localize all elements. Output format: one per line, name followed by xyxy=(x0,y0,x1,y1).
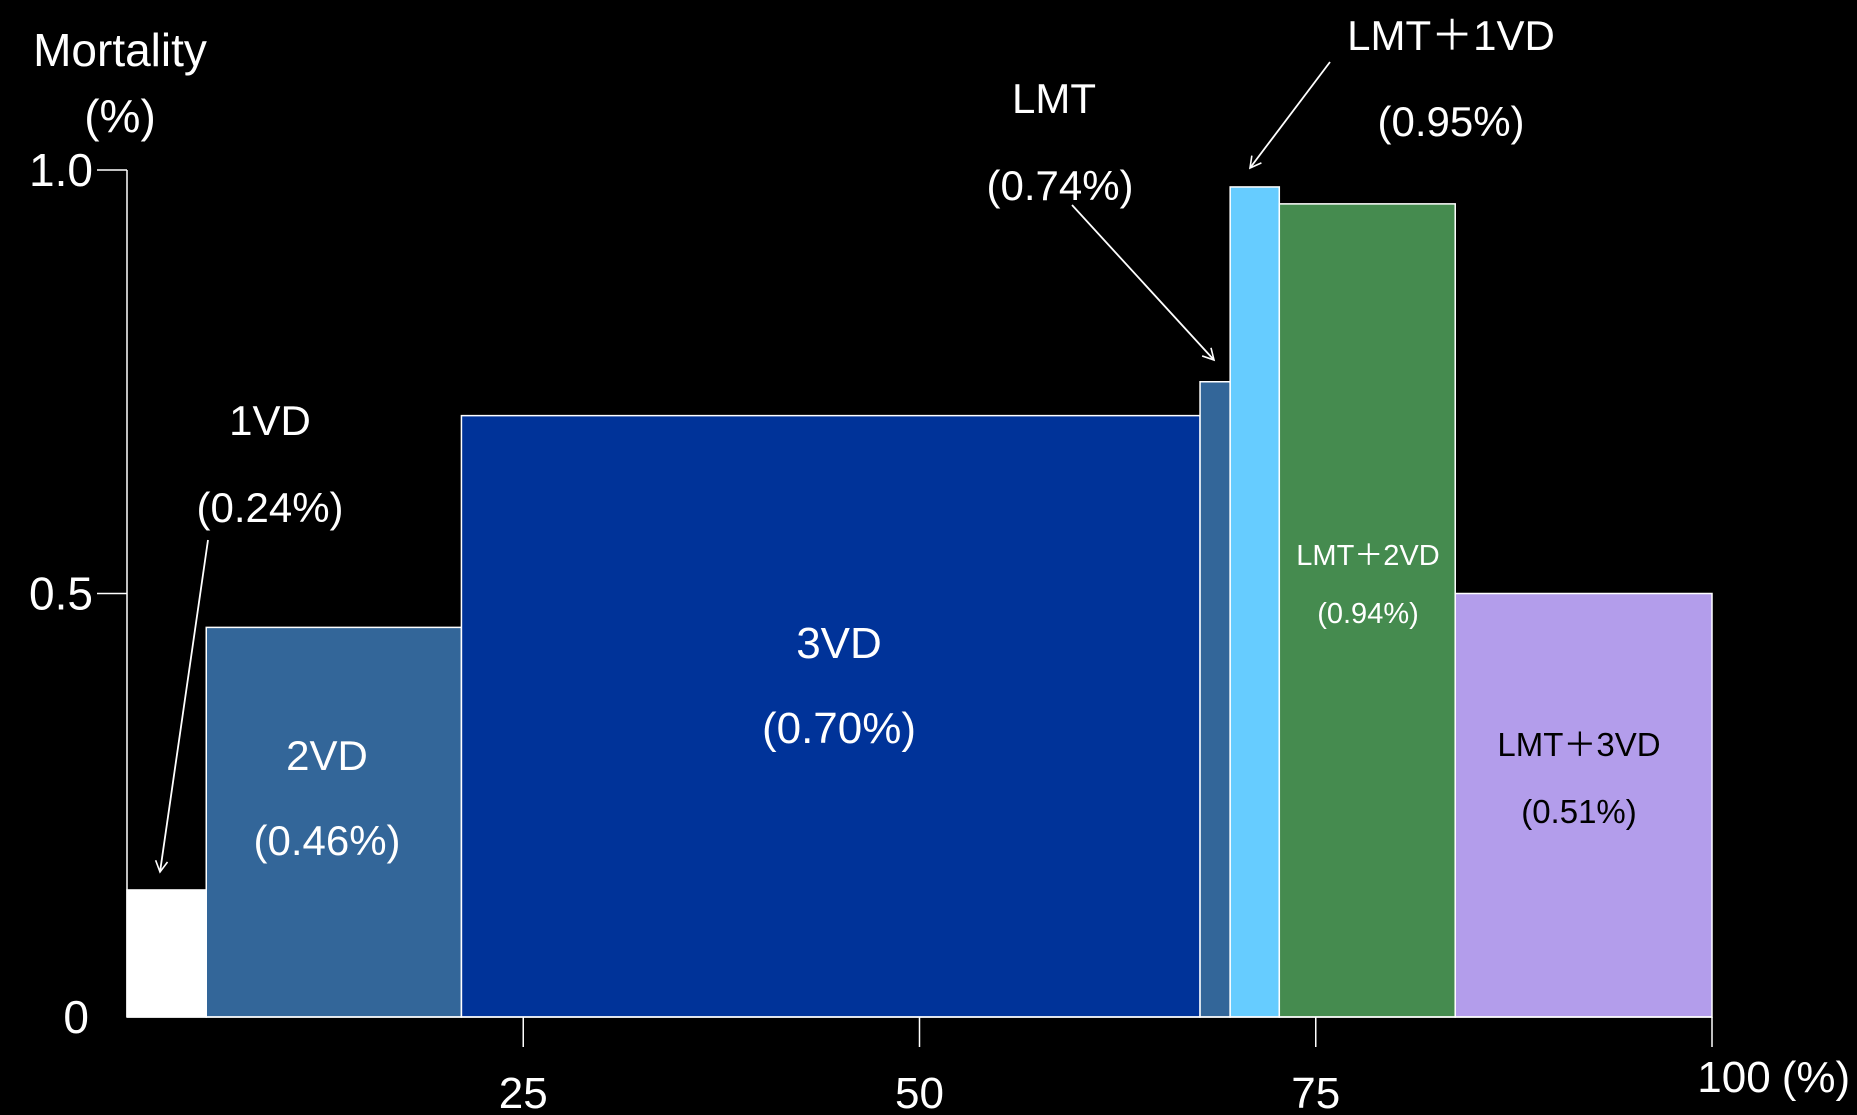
ticks-group: 0 0.5 1.0 25 50 75 100 xyxy=(29,144,1771,1115)
bar-lmt-3vd xyxy=(1454,592,1713,1018)
bar-2vd xyxy=(205,626,463,1018)
y-axis-title-line2: (%) xyxy=(84,90,156,142)
bar-label-3vd: 3VD xyxy=(796,619,882,668)
x-tick-label: 75 xyxy=(1291,1069,1340,1115)
arrow-1vd xyxy=(154,539,209,874)
x-tick-label: 25 xyxy=(499,1069,548,1115)
bar-pct-lmt-3vd: (0.51%) xyxy=(1521,793,1637,830)
y-tick-label: 0.5 xyxy=(29,568,93,620)
bar-lmt xyxy=(1199,381,1231,1018)
bar-label-lmt-2vd: LMT＋2VD xyxy=(1296,540,1439,572)
bar-pct-lmt-1vd: (0.95%) xyxy=(1377,98,1524,145)
y-tick-label: 1.0 xyxy=(29,144,93,196)
bar-label-lmt-3vd: LMT＋3VD xyxy=(1497,726,1660,763)
bar-3vd xyxy=(460,414,1201,1018)
x-tick-label: 100 xyxy=(1697,1053,1770,1102)
y-tick-label: 0 xyxy=(63,991,89,1043)
y-axis-title-line1: Mortality xyxy=(33,24,207,76)
bars-group xyxy=(126,186,1713,1018)
bar-lmt-2vd xyxy=(1278,203,1456,1018)
bar-lmt-1vd xyxy=(1229,186,1281,1018)
bar-label-lmt: LMT xyxy=(1012,75,1096,122)
bar-1vd xyxy=(126,889,207,1018)
arrow-lmt xyxy=(1071,204,1216,362)
bar-pct-2vd: (0.46%) xyxy=(253,817,400,864)
x-axis-unit: (%) xyxy=(1782,1053,1850,1102)
bar-pct-3vd: (0.70%) xyxy=(762,704,916,753)
bar-label-lmt-1vd: LMT＋1VD xyxy=(1347,12,1555,59)
arrow-lmt-1vd xyxy=(1248,61,1331,170)
bar-pct-lmt-2vd: (0.94%) xyxy=(1317,598,1419,630)
bar-label-1vd: 1VD xyxy=(229,397,311,444)
bar-pct-lmt: (0.74%) xyxy=(986,162,1133,209)
x-tick-label: 50 xyxy=(895,1069,944,1115)
bar-label-2vd: 2VD xyxy=(286,732,368,779)
bar-pct-1vd: (0.24%) xyxy=(196,484,343,531)
